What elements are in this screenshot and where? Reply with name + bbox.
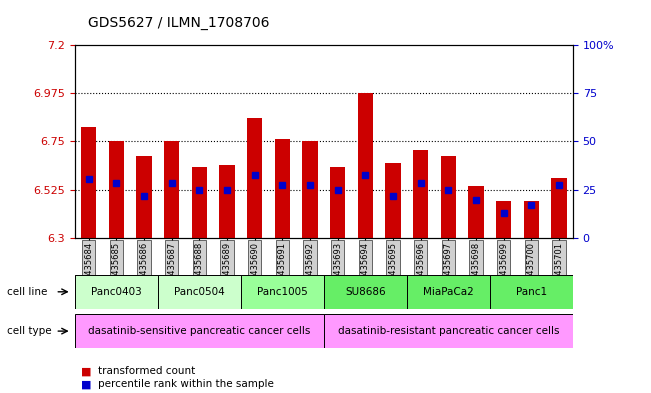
Bar	[213, 275, 241, 309]
Text: GDS5627 / ILMN_1708706: GDS5627 / ILMN_1708706	[88, 16, 270, 30]
Bar	[81, 127, 96, 238]
Text: transformed count: transformed count	[98, 366, 195, 376]
Bar	[413, 150, 428, 238]
Bar	[296, 275, 324, 309]
Bar	[75, 275, 103, 309]
Bar	[358, 93, 373, 238]
Bar	[441, 156, 456, 238]
Bar	[268, 275, 296, 309]
Bar	[407, 275, 490, 309]
Bar	[379, 275, 407, 309]
Bar	[137, 156, 152, 238]
Bar	[164, 141, 179, 238]
Bar	[241, 275, 324, 309]
Bar	[247, 118, 262, 238]
Bar	[303, 141, 318, 238]
Bar	[545, 275, 573, 309]
Bar	[324, 314, 573, 348]
Bar	[130, 275, 158, 309]
Bar	[219, 165, 234, 238]
Bar	[241, 275, 269, 309]
Text: MiaPaCa2: MiaPaCa2	[423, 287, 474, 297]
Bar	[469, 186, 484, 238]
Bar	[330, 167, 345, 238]
Bar	[192, 167, 207, 238]
Bar	[352, 275, 379, 309]
Bar	[435, 275, 462, 309]
Text: Panc0504: Panc0504	[174, 287, 225, 297]
Bar	[385, 163, 400, 238]
Bar	[462, 275, 490, 309]
Bar	[75, 314, 324, 348]
Bar	[324, 275, 352, 309]
Bar	[490, 275, 573, 309]
Text: Panc0403: Panc0403	[91, 287, 142, 297]
Text: cell type: cell type	[7, 326, 51, 336]
Bar	[103, 275, 130, 309]
Text: ■: ■	[81, 379, 92, 389]
Text: Panc1005: Panc1005	[257, 287, 308, 297]
Bar	[109, 141, 124, 238]
Text: ■: ■	[81, 366, 92, 376]
Text: cell line: cell line	[7, 287, 47, 297]
Text: Panc1: Panc1	[516, 287, 547, 297]
Bar	[407, 275, 435, 309]
Bar	[275, 140, 290, 238]
Bar	[158, 275, 186, 309]
Bar	[490, 275, 518, 309]
Text: percentile rank within the sample: percentile rank within the sample	[98, 379, 273, 389]
Bar	[551, 178, 566, 238]
Bar	[518, 275, 545, 309]
Bar	[158, 275, 241, 309]
Bar	[496, 201, 511, 238]
Bar	[186, 275, 213, 309]
Bar	[524, 201, 539, 238]
Text: dasatinib-sensitive pancreatic cancer cells: dasatinib-sensitive pancreatic cancer ce…	[88, 326, 311, 336]
Bar	[75, 275, 158, 309]
Bar	[324, 275, 407, 309]
Text: SU8686: SU8686	[345, 287, 385, 297]
Text: dasatinib-resistant pancreatic cancer cells: dasatinib-resistant pancreatic cancer ce…	[338, 326, 559, 336]
